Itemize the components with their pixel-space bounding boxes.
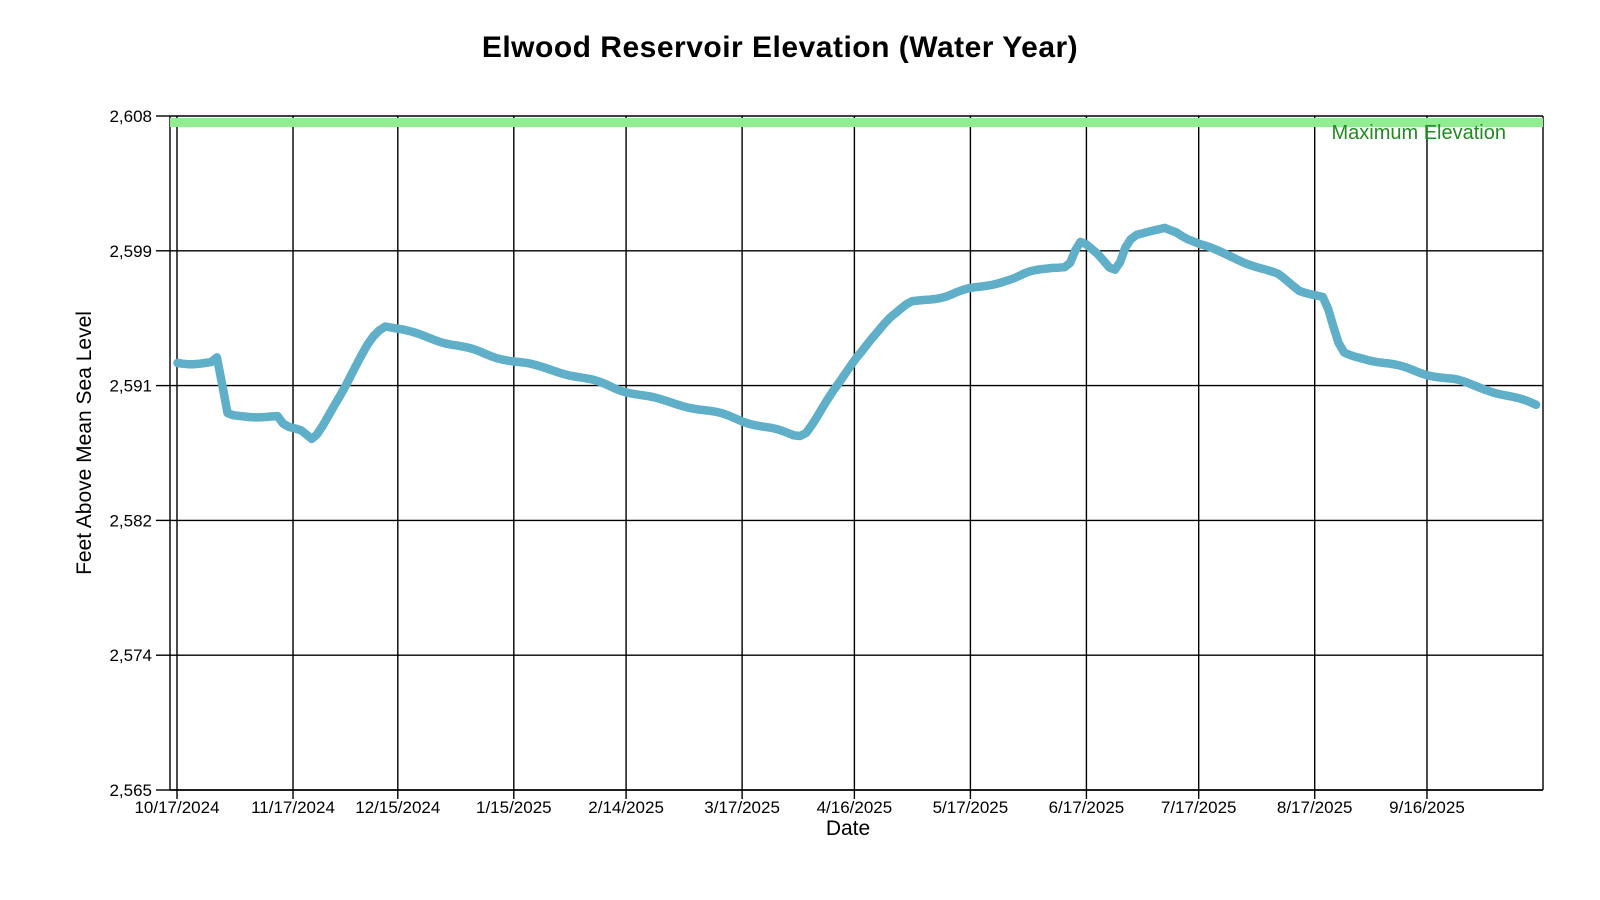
y-tick-label: 2,591 (109, 377, 152, 396)
x-tick-label: 6/17/2025 (1049, 798, 1125, 817)
y-tick-label: 2,582 (109, 511, 152, 530)
x-tick-label: 11/17/2024 (251, 798, 335, 817)
gridlines (156, 115, 1543, 799)
chart-title: Elwood Reservoir Elevation (Water Year) (481, 31, 1079, 64)
plot-border (169, 116, 1544, 791)
x-tick-label: 10/17/2024 (134, 798, 219, 817)
max-elevation-label: Maximum Elevation (1331, 122, 1506, 144)
x-tick-label: 12/15/2024 (355, 798, 440, 817)
y-tick-labels: 2,608 2,599 2,591 2,582 2,574 2,565 (109, 107, 152, 800)
x-tick-labels: 10/17/2024 11/17/2024 12/15/2024 1/15/20… (134, 798, 1464, 817)
x-tick-label: 1/15/2025 (476, 798, 552, 817)
x-tick-label: 7/17/2025 (1161, 798, 1237, 817)
x-tick-label: 3/17/2025 (704, 798, 780, 817)
x-tick-label: 5/17/2025 (933, 798, 1009, 817)
x-axis-title: Date (825, 817, 871, 840)
y-tick-label: 2,608 (109, 107, 152, 126)
y-tick-label: 2,599 (109, 242, 152, 261)
x-tick-label: 9/16/2025 (1389, 798, 1465, 817)
x-tick-label: 4/16/2025 (817, 798, 893, 817)
y-tick-label: 2,574 (109, 646, 152, 665)
elevation-line (173, 223, 1541, 444)
x-tick-label: 8/17/2025 (1277, 798, 1353, 817)
y-tick-label: 2,565 (109, 781, 152, 800)
x-tick-label: 2/14/2025 (588, 798, 664, 817)
